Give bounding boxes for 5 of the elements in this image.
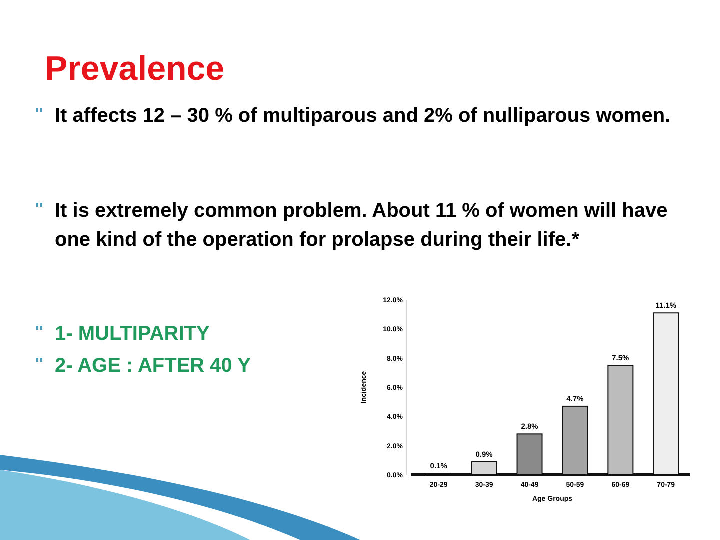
text: 2- AGE : AFTER 40 Y bbox=[55, 355, 252, 377]
text: Prevalence bbox=[45, 50, 225, 88]
text: It is extremely common problem. About 11 % of women will have one kind of the operation for prolapse during their life.* bbox=[55, 200, 668, 251]
text: 1- MULTIPARITY bbox=[55, 323, 210, 345]
text: It affects 12 – 30 % of multiparous and 2% of nulliparous women. bbox=[55, 105, 671, 127]
